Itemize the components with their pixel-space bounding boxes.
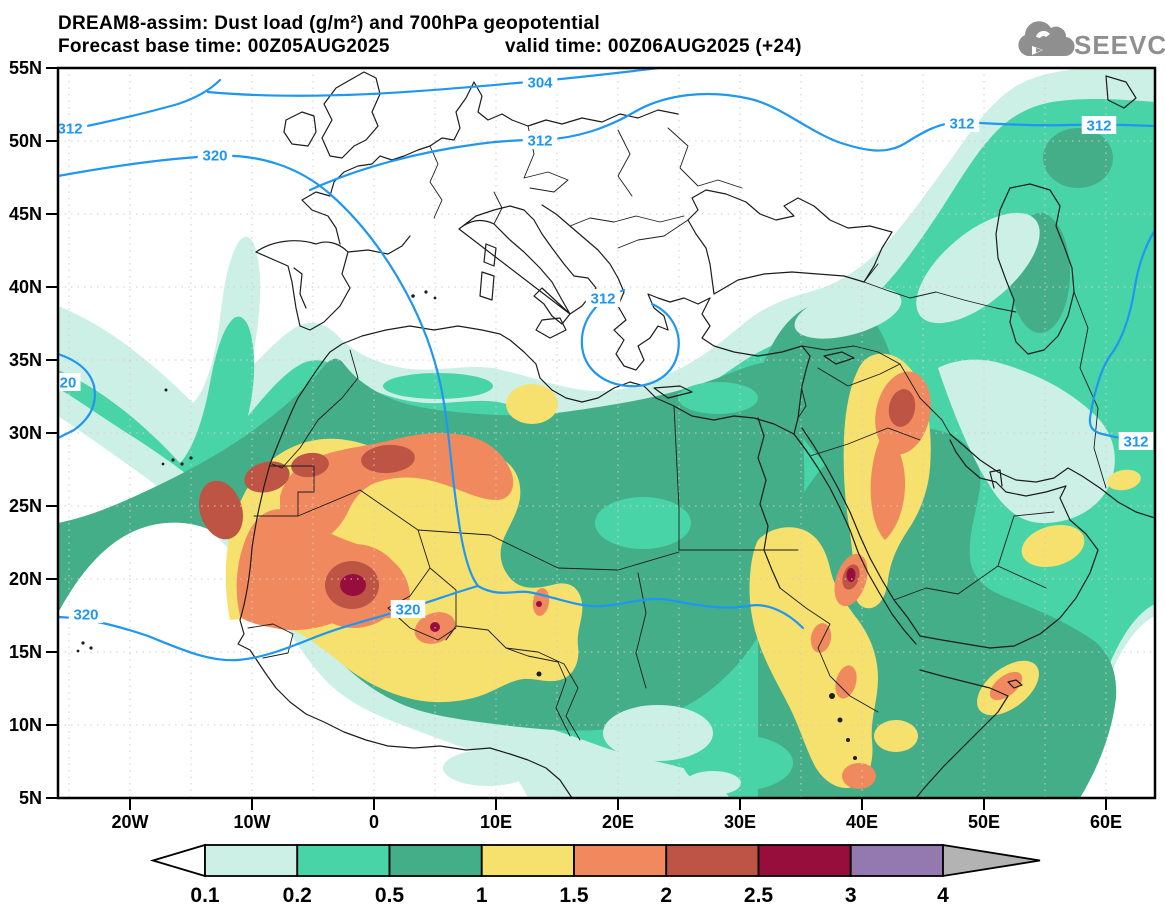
contour-label: 312 <box>949 116 974 133</box>
contour-label-box <box>390 600 426 618</box>
contour-label-box <box>68 605 104 623</box>
lat-tick-label: 50N <box>9 131 42 151</box>
colorbar-tick-label: 0.1 <box>190 884 220 907</box>
colorbar-tick-label: 2 <box>660 884 672 907</box>
lon-tick-label: 0 <box>369 812 379 832</box>
lon-tick-label: 10E <box>480 812 512 832</box>
colorbar-tick-label: 0.5 <box>375 884 405 907</box>
lat-tick-label: 5N <box>19 788 42 808</box>
geopotential-labels: 312 320 304 312 312 312 312 20 320 320 312 <box>57 73 1154 624</box>
islands-and-lakes <box>76 290 857 760</box>
colorbar-tick-label: 0.2 <box>283 884 312 907</box>
colorbar-over-arrow <box>942 843 1041 878</box>
contour-label: 312 <box>590 291 615 308</box>
colorbar-cell <box>388 844 483 877</box>
lat-tick-label: 25N <box>9 496 42 516</box>
country-borders <box>247 125 1107 741</box>
lon-tick-label: 20E <box>602 812 634 832</box>
lon-tick-label: 60E <box>1090 812 1122 832</box>
dust-load-layers <box>58 68 1155 798</box>
coastlines <box>237 71 1155 798</box>
colorbar-cell <box>849 844 944 877</box>
colorbar-tick-label: 1.5 <box>559 884 589 907</box>
contour-label: 20 <box>60 375 77 392</box>
map-frame <box>56 66 1157 800</box>
contour-label-box <box>585 289 621 307</box>
contour-label: 312 <box>57 121 82 138</box>
colorbar-tick-label: 4 <box>937 884 949 907</box>
contour-label: 312 <box>1123 434 1148 451</box>
lat-tick-label: 35N <box>9 350 42 370</box>
contour-label-box <box>58 119 88 137</box>
colorbar-cell <box>204 844 299 877</box>
seevccc-logo: SEEVCCC <box>1018 21 1165 60</box>
lon-tick-label: 50E <box>968 812 1000 832</box>
dust-load-colorbar: 0.1 0.2 0.5 1 1.5 2 2.5 3 4 <box>149 843 1041 907</box>
colorbar-cell <box>665 844 760 877</box>
colorbar-cell <box>480 844 575 877</box>
logo-text: SEEVCCC <box>1074 30 1165 60</box>
cloud-icon <box>1018 21 1075 57</box>
colorbar-under-arrow <box>149 843 206 878</box>
page-title: DREAM8-assim: Dust load (g/m²) and 700hP… <box>58 13 600 34</box>
lat-tick-label: 30N <box>9 423 42 443</box>
contour-label: 312 <box>527 133 552 150</box>
colorbar-cell <box>757 844 852 877</box>
contour-label: 304 <box>527 75 553 92</box>
lat-tick-label: 40N <box>9 277 42 297</box>
longitude-axis: 20W 10W 0 10E 20E 30E 40E 50E 60E <box>111 799 1122 832</box>
lat-tick-label: 20N <box>9 569 42 589</box>
contour-label-box <box>944 114 980 132</box>
colorbar-tick-label: 3 <box>845 884 857 907</box>
colorbar-cell <box>296 844 391 877</box>
contour-label-box <box>58 373 81 391</box>
lat-tick-label: 10N <box>9 715 42 735</box>
contour-label-box <box>1081 116 1117 134</box>
latitude-axis: 55N 50N 45N 40N 35N 30N 25N 20N 15N 10N 5N <box>9 58 57 808</box>
contour-label: 320 <box>202 148 227 165</box>
colorbar-cell <box>573 844 668 877</box>
lat-tick-label: 15N <box>9 642 42 662</box>
colorbar-tick-label: 1 <box>476 884 488 907</box>
map-canvas: 312 320 304 312 312 312 312 20 320 320 312 <box>57 68 1155 798</box>
lat-tick-label: 45N <box>9 204 42 224</box>
contour-label-box <box>197 146 233 164</box>
lon-tick-label: 40E <box>846 812 878 832</box>
lon-tick-label: 20W <box>111 812 148 832</box>
contour-label: 320 <box>73 607 98 624</box>
lon-tick-label: 10W <box>233 812 270 832</box>
colorbar-tick-label: 2.5 <box>744 884 774 907</box>
lon-tick-label: 30E <box>724 812 756 832</box>
base-time-label: Forecast base time: 00Z05AUG2025 <box>58 36 390 57</box>
contour-label: 312 <box>1086 118 1111 135</box>
contour-label-box <box>1118 432 1154 450</box>
contour-label-box <box>522 73 558 91</box>
valid-time-label: valid time: 00Z06AUG2025 (+24) <box>505 36 802 57</box>
lat-tick-label: 55N <box>9 58 42 78</box>
contour-label: 320 <box>395 602 420 619</box>
graticule <box>58 68 1155 798</box>
contour-label-box <box>522 131 558 149</box>
